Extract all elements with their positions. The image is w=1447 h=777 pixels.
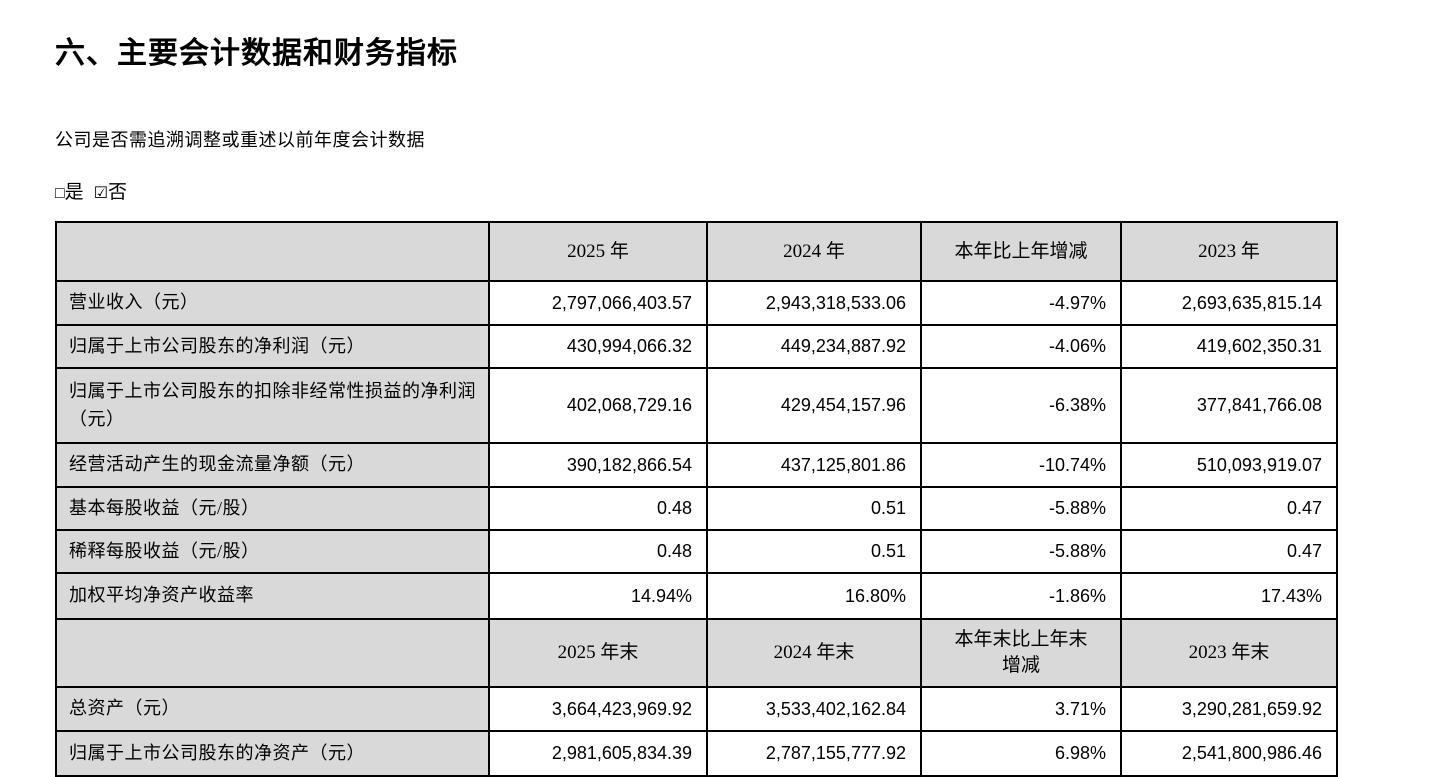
table-row-revenue: 营业收入（元） 2,797,066,403.57 2,943,318,533.0…: [55, 280, 1338, 326]
checkbox-no-label: 否: [108, 182, 128, 203]
header-cell-year-end-change: 本年末比上年末 增减: [920, 618, 1122, 688]
cell-2024: 16.80%: [706, 572, 922, 620]
table-row-operating-cash-flow: 经营活动产生的现金流量净额（元） 390,182,866.54 437,125,…: [55, 442, 1338, 488]
header-cell-2023-end: 2023 年末: [1120, 618, 1338, 688]
cell-2023: 3,290,281,659.92: [1120, 686, 1338, 732]
cell-2023: 0.47: [1120, 486, 1338, 531]
cell-2024: 2,943,318,533.06: [706, 280, 922, 326]
table-row-total-assets: 总资产（元） 3,664,423,969.92 3,533,402,162.84…: [55, 686, 1338, 732]
row-label: 基本每股收益（元/股）: [55, 486, 490, 531]
cell-2023: 419,602,350.31: [1120, 324, 1338, 369]
header-cell-blank: [55, 618, 490, 688]
cell-change: -5.88%: [920, 529, 1122, 574]
row-label: 归属于上市公司股东的净利润（元）: [55, 324, 490, 369]
row-label: 归属于上市公司股东的扣除非经常性损益的净利润（元）: [55, 367, 490, 444]
cell-2023: 0.47: [1120, 529, 1338, 574]
cell-2025: 0.48: [488, 486, 708, 531]
cell-2025: 2,797,066,403.57: [488, 280, 708, 326]
table-row-diluted-eps: 稀释每股收益（元/股） 0.48 0.51 -5.88% 0.47: [55, 529, 1338, 574]
cell-change: -6.38%: [920, 367, 1122, 444]
financial-indicators-table: 2025 年 2024 年 本年比上年增减 2023 年 营业收入（元） 2,7…: [55, 221, 1338, 777]
table-row-net-assets: 归属于上市公司股东的净资产（元） 2,981,605,834.39 2,787,…: [55, 730, 1338, 777]
cell-change: -4.97%: [920, 280, 1122, 326]
cell-2025: 0.48: [488, 529, 708, 574]
checkbox-no-checked-icon: ☑: [93, 185, 109, 202]
cell-change: 6.98%: [920, 730, 1122, 777]
header-cell-2024: 2024 年: [706, 221, 922, 282]
row-label: 总资产（元）: [55, 686, 490, 732]
row-label: 归属于上市公司股东的净资产（元）: [55, 730, 490, 777]
cell-2023: 2,541,800,986.46: [1120, 730, 1338, 777]
table-header-year-end: 2025 年末 2024 年末 本年末比上年末 增减 2023 年末: [55, 618, 1338, 688]
header-cell-2023: 2023 年: [1120, 221, 1338, 282]
cell-2023: 510,093,919.07: [1120, 442, 1338, 488]
table-header-annual: 2025 年 2024 年 本年比上年增减 2023 年: [55, 221, 1338, 282]
cell-2024: 3,533,402,162.84: [706, 686, 922, 732]
checkbox-yes-icon: □: [55, 185, 65, 202]
table-row-net-profit-excl-nonrecurring: 归属于上市公司股东的扣除非经常性损益的净利润（元） 402,068,729.16…: [55, 367, 1338, 444]
header-cell-2025: 2025 年: [488, 221, 708, 282]
header-cell-2024-end: 2024 年末: [706, 618, 922, 688]
header-cell-yoy-change: 本年比上年增减: [920, 221, 1122, 282]
cell-2024: 437,125,801.86: [706, 442, 922, 488]
row-label: 经营活动产生的现金流量净额（元）: [55, 442, 490, 488]
checkbox-yes-label: 是: [64, 182, 84, 203]
table-row-net-profit: 归属于上市公司股东的净利润（元） 430,994,066.32 449,234,…: [55, 324, 1338, 369]
section-title: 六、主要会计数据和财务指标: [55, 37, 458, 70]
header-cell-2025-end: 2025 年末: [488, 618, 708, 688]
cell-change: -10.74%: [920, 442, 1122, 488]
cell-change: -4.06%: [920, 324, 1122, 369]
restatement-question: 公司是否需追溯调整或重述以前年度会计数据: [55, 130, 425, 150]
cell-change: -5.88%: [920, 486, 1122, 531]
cell-2025: 3,664,423,969.92: [488, 686, 708, 732]
cell-change: 3.71%: [920, 686, 1122, 732]
row-label: 稀释每股收益（元/股）: [55, 529, 490, 574]
cell-2025: 430,994,066.32: [488, 324, 708, 369]
cell-2024: 449,234,887.92: [706, 324, 922, 369]
header-cell-blank: [55, 221, 490, 282]
cell-2025: 390,182,866.54: [488, 442, 708, 488]
cell-2023: 377,841,766.08: [1120, 367, 1338, 444]
row-label: 营业收入（元）: [55, 280, 490, 326]
restatement-answer: □是 ☑否: [55, 177, 1447, 204]
cell-2023: 2,693,635,815.14: [1120, 280, 1338, 326]
row-label: 加权平均净资产收益率: [55, 572, 490, 620]
cell-2024: 0.51: [706, 486, 922, 531]
table-row-basic-eps: 基本每股收益（元/股） 0.48 0.51 -5.88% 0.47: [55, 486, 1338, 531]
cell-2024: 0.51: [706, 529, 922, 574]
cell-change: -1.86%: [920, 572, 1122, 620]
cell-2023: 17.43%: [1120, 572, 1338, 620]
cell-2025: 402,068,729.16: [488, 367, 708, 444]
cell-2024: 2,787,155,777.92: [706, 730, 922, 777]
cell-2025: 2,981,605,834.39: [488, 730, 708, 777]
table-row-weighted-avg-roe: 加权平均净资产收益率 14.94% 16.80% -1.86% 17.43%: [55, 572, 1338, 620]
cell-2025: 14.94%: [488, 572, 708, 620]
cell-2024: 429,454,157.96: [706, 367, 922, 444]
